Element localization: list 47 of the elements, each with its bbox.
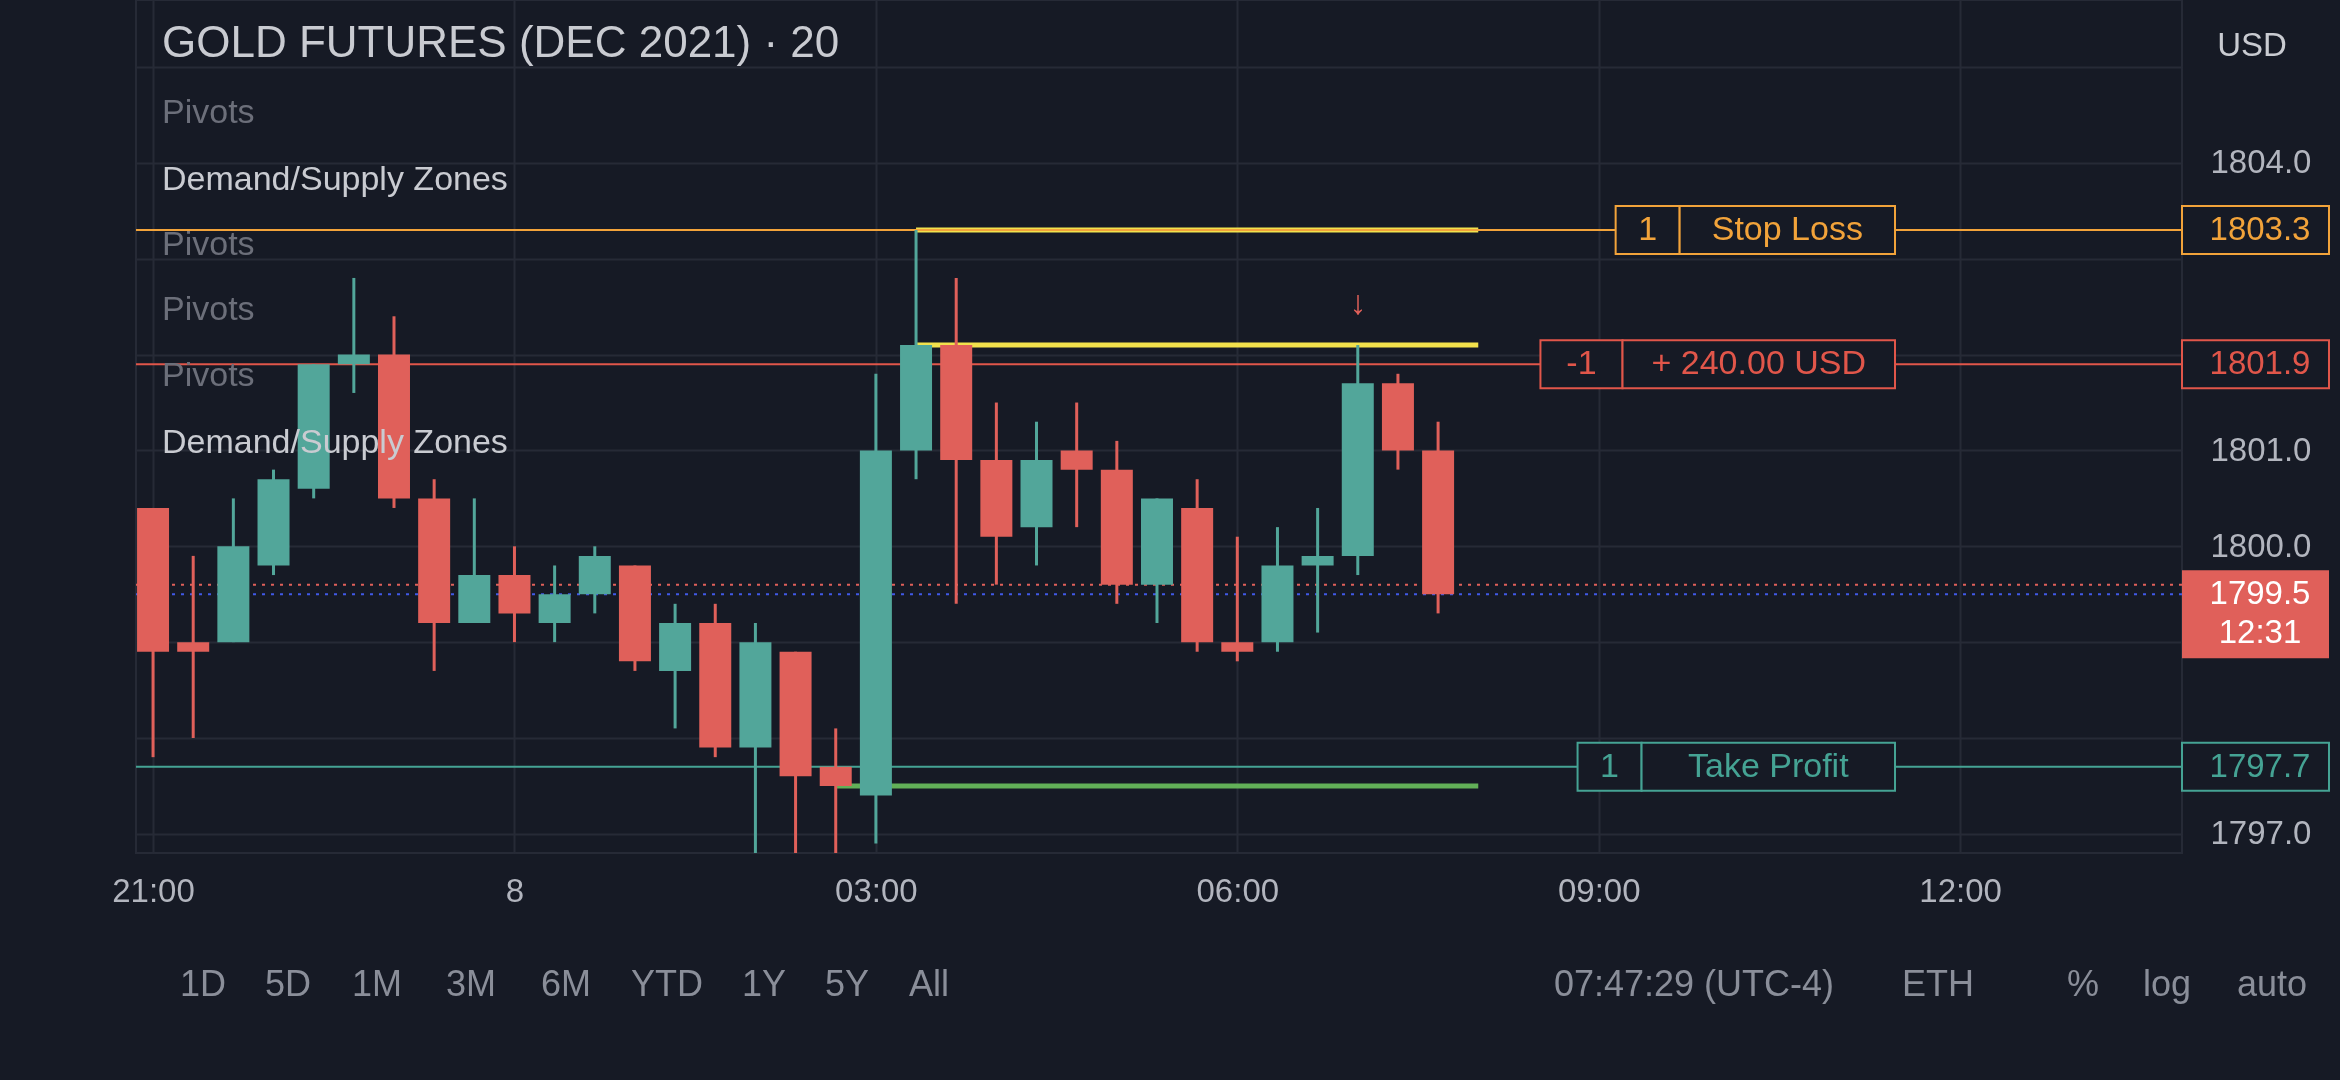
text: 1D (179, 963, 227, 1004)
text: log (2142, 963, 2192, 1004)
ref-line-label: 1803.3 (2209, 210, 2311, 248)
ref-line-label: 1801.9 (2209, 344, 2311, 382)
annotation: Demand/Supply Zones (162, 159, 508, 197)
text: ETH (1902, 963, 1974, 1004)
x-tick-label: 03:00 (835, 871, 918, 909)
text: 5D (264, 963, 312, 1004)
ref-line-label: 1799.5 (2209, 574, 2311, 612)
annotation: ↓ (1349, 283, 1367, 321)
annotation: 1 (1600, 745, 1620, 784)
text: 07:47:29 (UTC-4) (1553, 963, 1835, 1004)
annotation: Pivots (162, 224, 255, 262)
ref-line-label: 1797.7 (2209, 746, 2311, 784)
annotation: Pivots (162, 289, 255, 327)
candlestick (337, 276, 370, 393)
candlestick (1301, 507, 1334, 633)
annotation: -1 (1566, 343, 1597, 382)
text: 1Y (741, 963, 787, 1004)
x-tick-label: 12:00 (1919, 871, 2002, 909)
text: auto (2236, 963, 2308, 1004)
text: All (908, 963, 950, 1004)
annotation: Pivots (162, 92, 255, 130)
annotation: Stop Loss (1711, 209, 1863, 248)
annotation: 1 (1638, 209, 1658, 248)
annotation: + 240.00 USD (1651, 343, 1867, 382)
text: YTD (631, 963, 703, 1004)
text: 12:31 (2218, 613, 2302, 650)
text: 3M (445, 963, 497, 1004)
annotation: Pivots (162, 355, 255, 393)
annotation: Take Profit (1687, 745, 1850, 784)
chart-title: GOLD FUTURES (DEC 2021) · 20 (162, 17, 840, 66)
x-tick-label: 8 (505, 871, 525, 909)
x-tick-label: 09:00 (1557, 871, 1641, 909)
candlestick (1060, 402, 1093, 529)
text: USD (2217, 26, 2287, 63)
text: 5Y (824, 963, 870, 1004)
y-tick-label: 1800.0 (2210, 526, 2312, 564)
candlestick (819, 728, 852, 853)
y-tick-label: 1801.0 (2210, 430, 2312, 468)
text: 1M (351, 963, 403, 1004)
x-tick-label: 21:00 (112, 871, 195, 909)
text: % (2066, 963, 2100, 1004)
y-tick-label: 1797.0 (2210, 814, 2312, 852)
x-tick-label: 06:00 (1196, 871, 1280, 909)
y-tick-label: 1804.0 (2210, 143, 2312, 181)
text: 6M (540, 963, 592, 1004)
